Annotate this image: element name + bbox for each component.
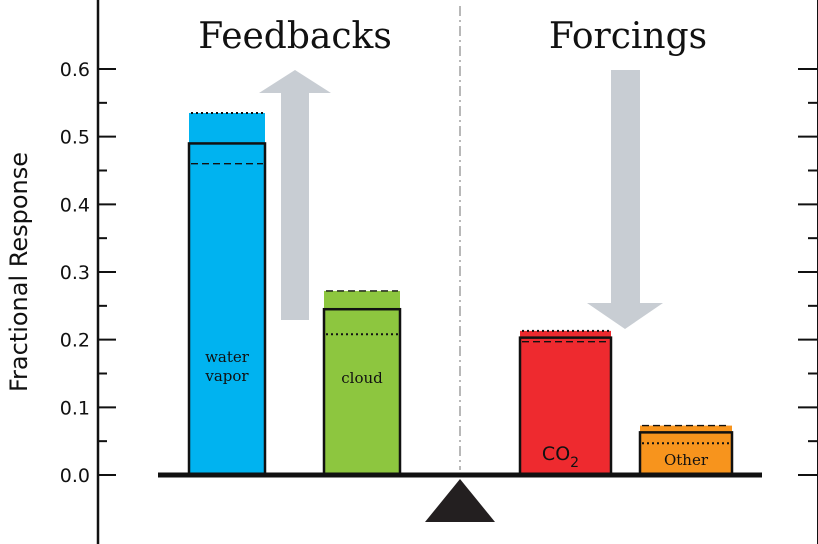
y-tick-label: 0.6 — [60, 59, 90, 81]
up-arrow — [259, 70, 331, 320]
group-title-feedbacks: Feedbacks — [198, 16, 392, 57]
bar-3: CO2 — [518, 329, 613, 477]
bar-fill — [324, 290, 400, 475]
group-title-forcings: Forcings — [549, 16, 707, 57]
y-tick-label: 0.5 — [60, 127, 90, 149]
y-tick-label: 0.4 — [60, 194, 90, 216]
down-arrow — [587, 70, 663, 329]
y-tick-label: 0.3 — [60, 262, 90, 284]
bar-2: cloud — [322, 290, 402, 477]
fulcrum-triangle — [425, 479, 495, 522]
bar-label: Other — [664, 451, 709, 469]
bar-label: CO2 — [542, 443, 579, 471]
bar-fill — [189, 112, 265, 475]
bar-fill — [640, 425, 732, 475]
bar-label: cloud — [341, 369, 383, 387]
y-tick-label: 0.1 — [60, 397, 90, 419]
bar-fill — [520, 330, 611, 475]
y-tick-label: 0.2 — [60, 330, 90, 352]
bar-label: vapor — [204, 367, 249, 385]
y-axis-title: Fractional Response — [5, 152, 33, 392]
bar-label: water — [205, 348, 250, 366]
bar-4: Other — [638, 424, 734, 477]
y-axis: 0.0 0.1 0.2 0.3 0.4 0.5 0.6 — [60, 59, 818, 487]
y-tick-label: 0.0 — [60, 465, 90, 487]
